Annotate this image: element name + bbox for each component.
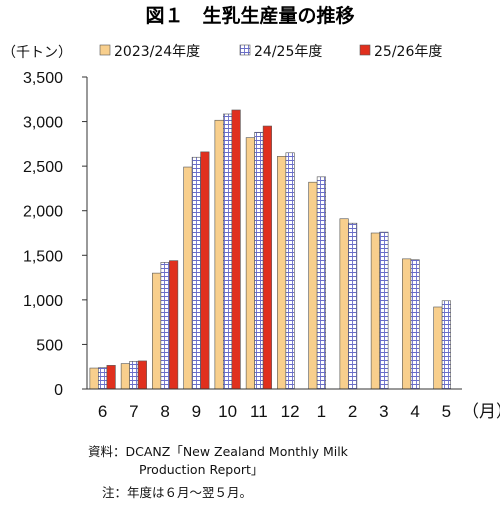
x-tick-label: 1: [317, 402, 326, 421]
y-tick-label: 500: [36, 337, 63, 354]
source-note-line1: 資料：DCANZ「New Zealand Monthly Milk: [88, 444, 349, 459]
bar-series-2: [254, 131, 264, 390]
x-tick-label: 6: [98, 402, 107, 421]
bar-series-2: [410, 259, 420, 390]
bar-series-1: [277, 156, 287, 390]
bar-series-2: [129, 361, 139, 390]
y-tick-label: 1,000: [23, 293, 63, 310]
x-tick-label: 5: [442, 402, 451, 421]
bar-series-1: [433, 306, 443, 390]
bar-series-1: [152, 272, 162, 390]
legend-swatch-2: [239, 44, 251, 56]
x-tick-label: 9: [192, 402, 201, 421]
source-note-line2: Production Report」: [139, 462, 263, 477]
bar-series-1: [120, 363, 130, 390]
bar-series-3: [200, 151, 210, 390]
bar-series-2: [160, 262, 170, 390]
bar-series-1: [308, 181, 318, 390]
bar-series-2: [191, 156, 201, 390]
fiscal-year-note: 注：年度は６月～翌５月。: [102, 485, 252, 500]
legend-swatch-1: [99, 44, 111, 56]
x-tick-label: 2: [348, 402, 357, 421]
bar-series-2: [223, 113, 233, 390]
x-tick-label: 12: [281, 402, 300, 421]
y-tick-label: 2,000: [23, 204, 63, 221]
bar-series-1: [339, 218, 349, 390]
y-tick-label: 1,500: [23, 248, 63, 265]
legend-label-3: 25/26年度: [374, 44, 442, 60]
bar-series-2: [348, 222, 358, 390]
bar-series-1: [214, 119, 224, 390]
x-tick-label: 4: [410, 402, 419, 421]
legend-label-2: 24/25年度: [254, 44, 322, 60]
legend-label-1: 2023/24年度: [114, 44, 200, 60]
y-axis-ticks: 0 500 1,000 1,500 2,000 2,500 3,000 3,500: [23, 70, 87, 399]
y-tick-label: 2,500: [23, 159, 63, 176]
bar-series-3: [262, 125, 272, 390]
x-tick-label: 8: [160, 402, 169, 421]
bar-series-2: [285, 152, 295, 390]
y-axis-unit-label: （千トン）: [2, 45, 72, 61]
y-tick-label: 3,000: [23, 115, 63, 132]
bar-series-2: [379, 231, 389, 390]
chart-title: 図１ 生乳生産量の推移: [145, 4, 354, 27]
x-axis-ticks: 6 7 8 9 10 11 12 1 2 3 4 5: [98, 402, 451, 421]
bar-series-2: [316, 176, 326, 390]
bar-series-3: [106, 365, 116, 390]
bar-series-1: [89, 367, 99, 390]
x-tick-label: 11: [250, 402, 268, 421]
bar-series-1: [370, 232, 380, 390]
y-tick-label: 3,500: [23, 70, 63, 87]
bar-series-3: [169, 260, 179, 390]
x-tick-label: 7: [129, 402, 138, 421]
bar-series-2: [441, 300, 451, 390]
bars-area: [89, 109, 451, 390]
legend-swatch-3: [359, 44, 371, 56]
bar-series-3: [231, 109, 241, 390]
bar-series-1: [245, 137, 255, 390]
bar-series-1: [183, 166, 193, 390]
x-tick-label: 3: [379, 402, 388, 421]
bar-series-1: [402, 258, 412, 390]
y-tick-label: 0: [54, 382, 63, 399]
legend: 2023/24年度 24/25年度 25/26年度: [99, 44, 442, 60]
x-axis-unit-label: （月）: [462, 402, 500, 421]
bar-series-2: [98, 367, 108, 390]
x-tick-label: 10: [218, 402, 237, 421]
bar-series-3: [137, 360, 147, 390]
